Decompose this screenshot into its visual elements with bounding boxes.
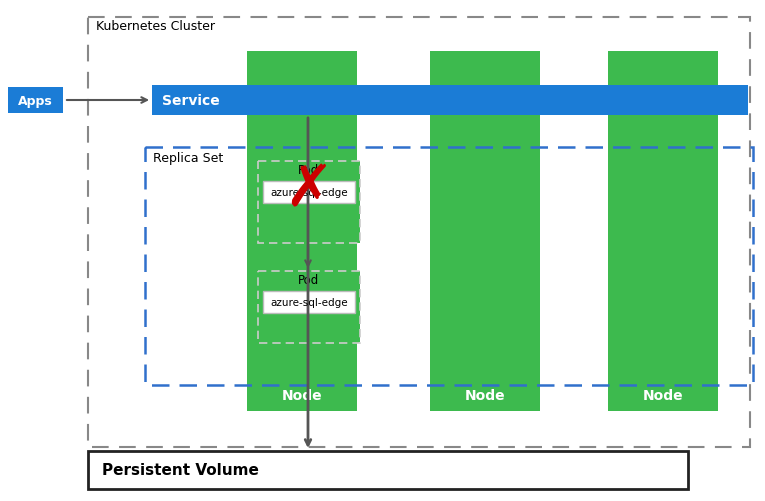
Text: Persistent Volume: Persistent Volume bbox=[102, 462, 259, 477]
Bar bbox=[145, 148, 753, 385]
Bar bbox=[88, 451, 688, 489]
Text: Pod: Pod bbox=[298, 164, 320, 177]
Bar bbox=[152, 86, 748, 116]
Text: Node: Node bbox=[643, 388, 683, 402]
Bar bbox=[608, 116, 718, 411]
Bar bbox=[263, 182, 355, 203]
Bar bbox=[247, 52, 357, 88]
Bar bbox=[8, 88, 63, 114]
Text: Kubernetes Cluster: Kubernetes Cluster bbox=[96, 20, 215, 33]
Bar bbox=[430, 116, 540, 411]
Bar bbox=[258, 162, 360, 243]
Text: Service: Service bbox=[162, 94, 220, 108]
Text: ✗: ✗ bbox=[285, 161, 334, 218]
Bar bbox=[258, 272, 360, 343]
Text: Node: Node bbox=[464, 388, 506, 402]
Text: Apps: Apps bbox=[18, 94, 53, 107]
Bar bbox=[263, 292, 355, 313]
Text: Pod: Pod bbox=[298, 274, 320, 287]
Bar bbox=[608, 52, 718, 88]
Bar bbox=[88, 18, 750, 447]
Bar bbox=[247, 116, 357, 411]
Bar bbox=[258, 272, 360, 343]
Text: Node: Node bbox=[282, 388, 322, 402]
Bar bbox=[430, 52, 540, 88]
Text: azure-sql-edge: azure-sql-edge bbox=[270, 188, 348, 197]
Text: Replica Set: Replica Set bbox=[153, 152, 223, 165]
Text: azure-sql-edge: azure-sql-edge bbox=[270, 298, 348, 308]
Bar bbox=[258, 162, 360, 243]
